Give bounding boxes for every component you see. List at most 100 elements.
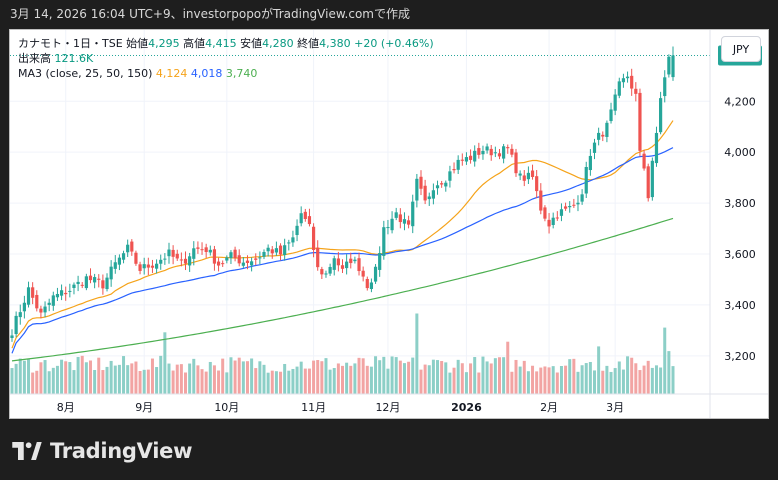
candle-body xyxy=(101,280,105,289)
candle-body xyxy=(237,255,241,264)
volume-bar xyxy=(237,357,241,394)
volume-bar xyxy=(448,372,452,394)
volume-bar xyxy=(200,369,204,394)
candle-body xyxy=(307,216,312,225)
volume-bar xyxy=(258,361,262,394)
volume-bar xyxy=(382,356,386,394)
candle-body xyxy=(671,55,675,78)
ma50-value: 4,018 xyxy=(190,67,223,80)
volume-bar xyxy=(184,372,188,394)
candle-body xyxy=(365,278,369,289)
candle-body xyxy=(427,196,431,200)
ma25-line xyxy=(11,120,674,349)
volume-bar xyxy=(576,371,580,394)
chart-frame[interactable]: 4,380 4,200 4,000 3,800 3,600 3,400 3,200 8月 9月 1… xyxy=(9,29,769,419)
candle-body xyxy=(646,166,650,199)
volume-bar xyxy=(394,357,398,394)
candle-body xyxy=(497,153,502,157)
candle-body xyxy=(526,172,531,180)
price-chart[interactable]: 4,380 4,200 4,000 3,800 3,600 3,400 3,200 8月 9月 1… xyxy=(10,30,769,419)
candle-body xyxy=(134,252,138,264)
volume-bar xyxy=(159,355,163,394)
volume-bar xyxy=(221,358,225,394)
candle-body xyxy=(493,152,497,154)
x-tick-label: 10月 xyxy=(214,401,239,414)
candle-body xyxy=(175,253,179,259)
candle-body xyxy=(423,185,427,201)
volume-bar xyxy=(431,359,435,394)
y-tick-label: 3,400 xyxy=(724,299,756,312)
volume-bar xyxy=(555,372,559,394)
candle-body xyxy=(22,302,26,312)
x-tick-label: 8月 xyxy=(57,401,75,414)
candle-body xyxy=(638,92,642,151)
volume-bar xyxy=(609,371,613,394)
volume-bar xyxy=(130,363,134,394)
candle-body xyxy=(634,88,638,94)
candle-body xyxy=(299,213,303,224)
candle-body xyxy=(126,244,130,253)
volume-bar xyxy=(316,360,320,394)
volume-bar xyxy=(254,368,258,394)
volume-bar xyxy=(39,362,43,394)
candle-body xyxy=(373,266,378,282)
volume-bar xyxy=(312,360,316,394)
volume-bar xyxy=(526,371,530,394)
volume-bar xyxy=(60,359,64,394)
y-tick-label: 3,200 xyxy=(724,350,756,363)
volume-bar xyxy=(564,365,568,394)
volume-bar xyxy=(93,370,97,394)
candle-body xyxy=(10,335,14,338)
volume-bar xyxy=(489,363,493,394)
volume-bar xyxy=(295,366,299,394)
volume-bar xyxy=(464,372,468,394)
candle-body xyxy=(452,169,456,171)
ma150-value: 3,740 xyxy=(225,67,258,80)
candle-body xyxy=(68,290,72,292)
volume-bar xyxy=(621,369,625,394)
volume-bar xyxy=(572,358,576,394)
currency-button[interactable]: JPY xyxy=(721,36,761,62)
candle-body xyxy=(551,217,555,225)
candle-body xyxy=(584,167,588,194)
y-tick-label: 3,600 xyxy=(724,248,756,261)
candle-body xyxy=(506,147,510,149)
candle-body xyxy=(514,152,518,174)
candle-body xyxy=(76,281,80,285)
volume-bar xyxy=(456,359,460,394)
candle-body xyxy=(14,315,18,335)
candle-body xyxy=(287,242,291,244)
volume-bar xyxy=(233,360,237,394)
volume-bar xyxy=(485,361,489,394)
candle-body xyxy=(274,248,278,253)
volume-bar xyxy=(43,360,47,394)
volume-bar xyxy=(584,363,588,394)
candle-body xyxy=(448,171,452,181)
candle-body xyxy=(241,262,245,266)
candle-body xyxy=(59,290,64,296)
candle-body xyxy=(55,293,60,298)
volume-bar xyxy=(514,359,518,394)
volume-bar xyxy=(88,360,92,394)
ohlc-row: カナモト・1日・TSE 始値4,295 高値4,415 安値4,280 終値4,… xyxy=(18,36,434,51)
candle-body xyxy=(188,256,192,266)
candle-body xyxy=(72,284,76,288)
candle-body xyxy=(601,134,605,137)
volume-bar xyxy=(22,360,26,394)
volume-bar xyxy=(634,363,638,394)
volume-bar xyxy=(150,358,154,394)
candle-body xyxy=(473,150,477,162)
candle-body xyxy=(547,219,551,227)
candle-body xyxy=(336,258,340,266)
volume-bar xyxy=(477,372,481,394)
candle-body xyxy=(295,225,299,236)
candle-body xyxy=(340,265,345,269)
candle-body xyxy=(64,292,68,295)
candle-body xyxy=(502,146,506,159)
candle-body xyxy=(345,261,349,269)
candle-body xyxy=(332,258,336,270)
volume-bar xyxy=(510,371,514,394)
volume-bar xyxy=(522,360,526,394)
candle-body xyxy=(489,148,493,156)
chart-legend: カナモト・1日・TSE 始値4,295 高値4,415 安値4,280 終値4,… xyxy=(18,36,434,81)
